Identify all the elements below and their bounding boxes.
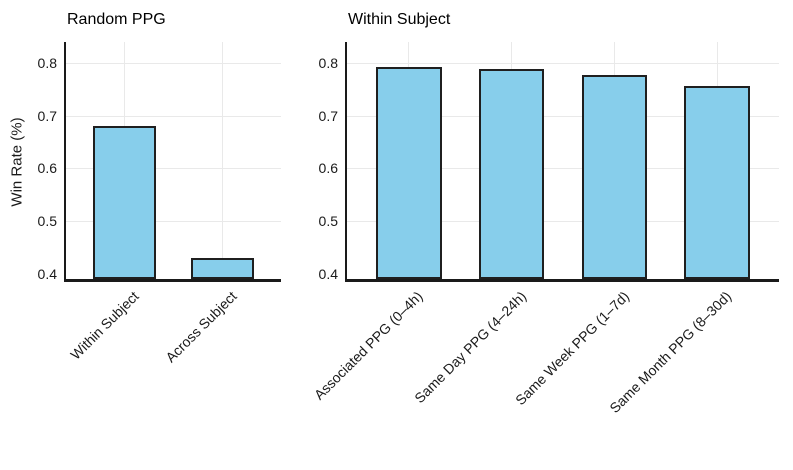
y-tick-label: 0.7 bbox=[318, 107, 338, 124]
y-tick-label: 0.4 bbox=[37, 265, 57, 282]
y-tick-label: 0.6 bbox=[318, 160, 338, 177]
horizontal-gridline bbox=[347, 63, 779, 65]
x-axis-line bbox=[63, 279, 281, 282]
y-tick-label: 0.4 bbox=[318, 265, 338, 282]
horizontal-gridline bbox=[66, 63, 281, 65]
y-tick-label: 0.7 bbox=[37, 107, 57, 124]
vertical-gridline bbox=[221, 42, 223, 279]
bar-same-week-ppg-1-7d- bbox=[581, 74, 648, 279]
bar-same-month-ppg-8-30d- bbox=[684, 86, 751, 279]
bar-same-day-ppg-4-24h- bbox=[478, 68, 545, 279]
right-panel-title: Within Subject bbox=[348, 11, 451, 28]
horizontal-gridline bbox=[66, 168, 281, 170]
y-tick-label: 0.6 bbox=[37, 160, 57, 177]
horizontal-gridline bbox=[66, 221, 281, 223]
x-tick-label: Same Week PPG (1–7d) bbox=[511, 288, 632, 409]
y-tick-label: 0.8 bbox=[318, 55, 338, 72]
y-tick-label: 0.5 bbox=[318, 213, 338, 230]
x-tick-label: Within Subject bbox=[67, 288, 142, 363]
y-axis-line bbox=[63, 42, 66, 282]
x-tick-label: Same Day PPG (4–24h) bbox=[410, 288, 529, 407]
bar-across-subject bbox=[191, 257, 254, 279]
horizontal-gridline bbox=[347, 221, 779, 223]
y-tick-label: 0.8 bbox=[37, 55, 57, 72]
horizontal-gridline bbox=[347, 168, 779, 170]
bar-associated-ppg-0-4h- bbox=[375, 66, 442, 279]
right-plot-area: 0.4 0.5 0.6 0.7 0.8 Associated PPG (0–4h) Same… bbox=[311, 42, 779, 416]
horizontal-gridline bbox=[66, 115, 281, 117]
bar-within-subject bbox=[93, 126, 156, 279]
horizontal-gridline bbox=[347, 115, 779, 117]
y-axis-line bbox=[344, 42, 347, 282]
x-axis-line bbox=[344, 279, 779, 282]
x-tick-label: Same Month PPG (8–30d) bbox=[606, 288, 735, 416]
y-tick-label: 0.5 bbox=[37, 213, 57, 230]
x-tick-label: Across Subject bbox=[162, 288, 240, 366]
left-plot-area: 0.4 0.5 0.6 0.7 0.8 Within Subject Across Subj… bbox=[38, 42, 281, 365]
left-panel-title: Random PPG bbox=[67, 11, 166, 28]
x-tick-label: Associated PPG (0–4h) bbox=[311, 288, 427, 403]
